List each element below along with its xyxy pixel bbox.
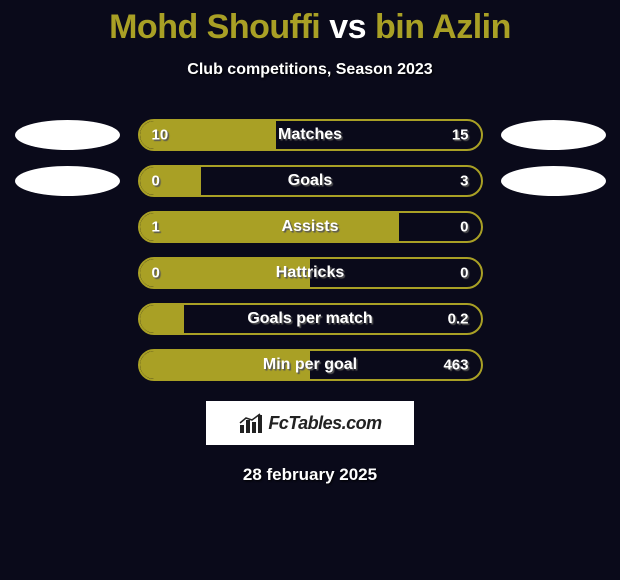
brand-box: FcTables.com	[206, 401, 414, 445]
stat-left-value: 0	[152, 265, 160, 282]
stat-label: Min per goal	[263, 356, 357, 374]
stat-bar: Goals 0 3	[138, 165, 483, 197]
player-left-marker	[15, 166, 120, 196]
stat-label: Goals per match	[247, 310, 372, 328]
stat-bar: Assists 1 0	[138, 211, 483, 243]
title-vs: vs	[329, 8, 366, 46]
stat-label: Matches	[278, 126, 342, 144]
stat-row: Matches 10 15	[0, 119, 620, 151]
subtitle: Club competitions, Season 2023	[0, 61, 620, 79]
stat-bar: Goals per match 0.2	[138, 303, 483, 335]
bar-fill-right	[201, 167, 481, 195]
date-label: 28 february 2025	[0, 465, 620, 485]
stats-chart: Matches1015Goals03Assists10Hattricks00Go…	[0, 119, 620, 381]
stat-row: Goals 0 3	[0, 165, 620, 197]
stat-bar: Min per goal 463	[138, 349, 483, 381]
stat-right-value: 0	[460, 219, 468, 236]
stat-right-value: 0	[460, 265, 468, 282]
stat-left-value: 0	[152, 173, 160, 190]
stat-row: Hattricks 0 0	[0, 257, 620, 289]
stat-bar: Hattricks 0 0	[138, 257, 483, 289]
chart-icon	[238, 413, 264, 433]
bar-fill-left	[140, 167, 201, 195]
stat-left-value: 10	[152, 127, 169, 144]
stat-label: Assists	[282, 218, 339, 236]
stat-row: Min per goal 463	[0, 349, 620, 381]
stat-left-value: 1	[152, 219, 160, 236]
stat-right-value: 463	[443, 357, 468, 374]
bar-fill-left	[140, 305, 184, 333]
brand-text: FcTables.com	[268, 413, 381, 434]
page-title: Mohd Shouffi vs bin Azlin	[0, 0, 620, 47]
stat-right-value: 0.2	[448, 311, 469, 328]
player-right-marker	[501, 166, 606, 196]
title-player-left: Mohd Shouffi	[109, 8, 320, 46]
player-left-marker	[15, 120, 120, 150]
bar-fill-left	[140, 213, 399, 241]
player-right-marker	[501, 120, 606, 150]
stat-right-value: 15	[452, 127, 469, 144]
stat-right-value: 3	[460, 173, 468, 190]
stat-label: Hattricks	[276, 264, 344, 282]
title-player-right: bin Azlin	[375, 8, 511, 46]
stat-row: Goals per match 0.2	[0, 303, 620, 335]
stat-bar: Matches 10 15	[138, 119, 483, 151]
stat-row: Assists 1 0	[0, 211, 620, 243]
stat-label: Goals	[288, 172, 332, 190]
